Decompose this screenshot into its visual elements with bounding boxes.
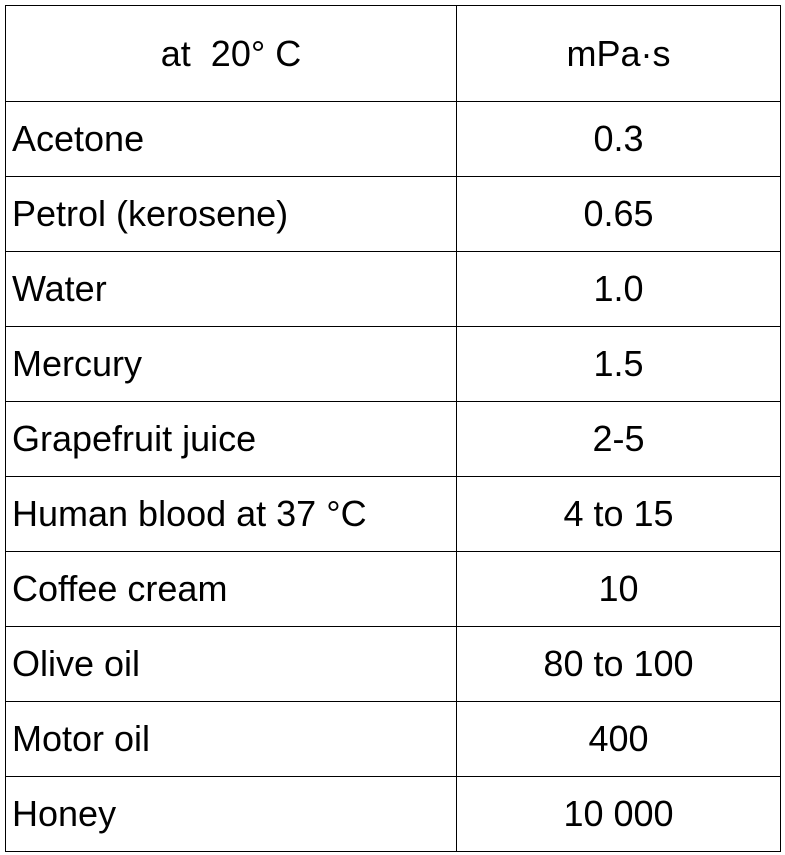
viscosity-table: at 20° C mPa·s Acetone 0.3 Petrol (kerosen… — [5, 5, 781, 852]
table-row: Grapefruit juice 2-5 — [5, 401, 781, 477]
substance-cell: Grapefruit juice — [5, 401, 457, 477]
substance-cell: Mercury — [5, 326, 457, 402]
viscosity-value-cell: 2-5 — [456, 401, 781, 477]
substance-cell: Human blood at 37 °C — [5, 476, 457, 552]
viscosity-value-cell: 1.0 — [456, 251, 781, 327]
viscosity-value-cell: 80 to 100 — [456, 626, 781, 702]
header-row: at 20° C mPa·s — [5, 5, 781, 102]
table-row: Motor oil 400 — [5, 701, 781, 777]
table-row: Coffee cream 10 — [5, 551, 781, 627]
viscosity-value-cell: 400 — [456, 701, 781, 777]
table-row: Human blood at 37 °C 4 to 15 — [5, 476, 781, 552]
header-condition: at 20° C — [5, 5, 457, 102]
table-row: Water 1.0 — [5, 251, 781, 327]
substance-cell: Acetone — [5, 101, 457, 177]
substance-cell: Water — [5, 251, 457, 327]
viscosity-value-cell: 10 000 — [456, 776, 781, 852]
viscosity-value-cell: 1.5 — [456, 326, 781, 402]
table-row: Petrol (kerosene) 0.65 — [5, 176, 781, 252]
substance-cell: Motor oil — [5, 701, 457, 777]
substance-cell: Olive oil — [5, 626, 457, 702]
substance-cell: Petrol (kerosene) — [5, 176, 457, 252]
viscosity-value-cell: 0.3 — [456, 101, 781, 177]
header-unit: mPa·s — [456, 5, 781, 102]
table-row: Olive oil 80 to 100 — [5, 626, 781, 702]
table-row: Mercury 1.5 — [5, 326, 781, 402]
substance-cell: Honey — [5, 776, 457, 852]
table-row: Acetone 0.3 — [5, 101, 781, 177]
viscosity-value-cell: 10 — [456, 551, 781, 627]
substance-cell: Coffee cream — [5, 551, 457, 627]
viscosity-value-cell: 4 to 15 — [456, 476, 781, 552]
table-row: Honey 10 000 — [5, 776, 781, 852]
viscosity-value-cell: 0.65 — [456, 176, 781, 252]
